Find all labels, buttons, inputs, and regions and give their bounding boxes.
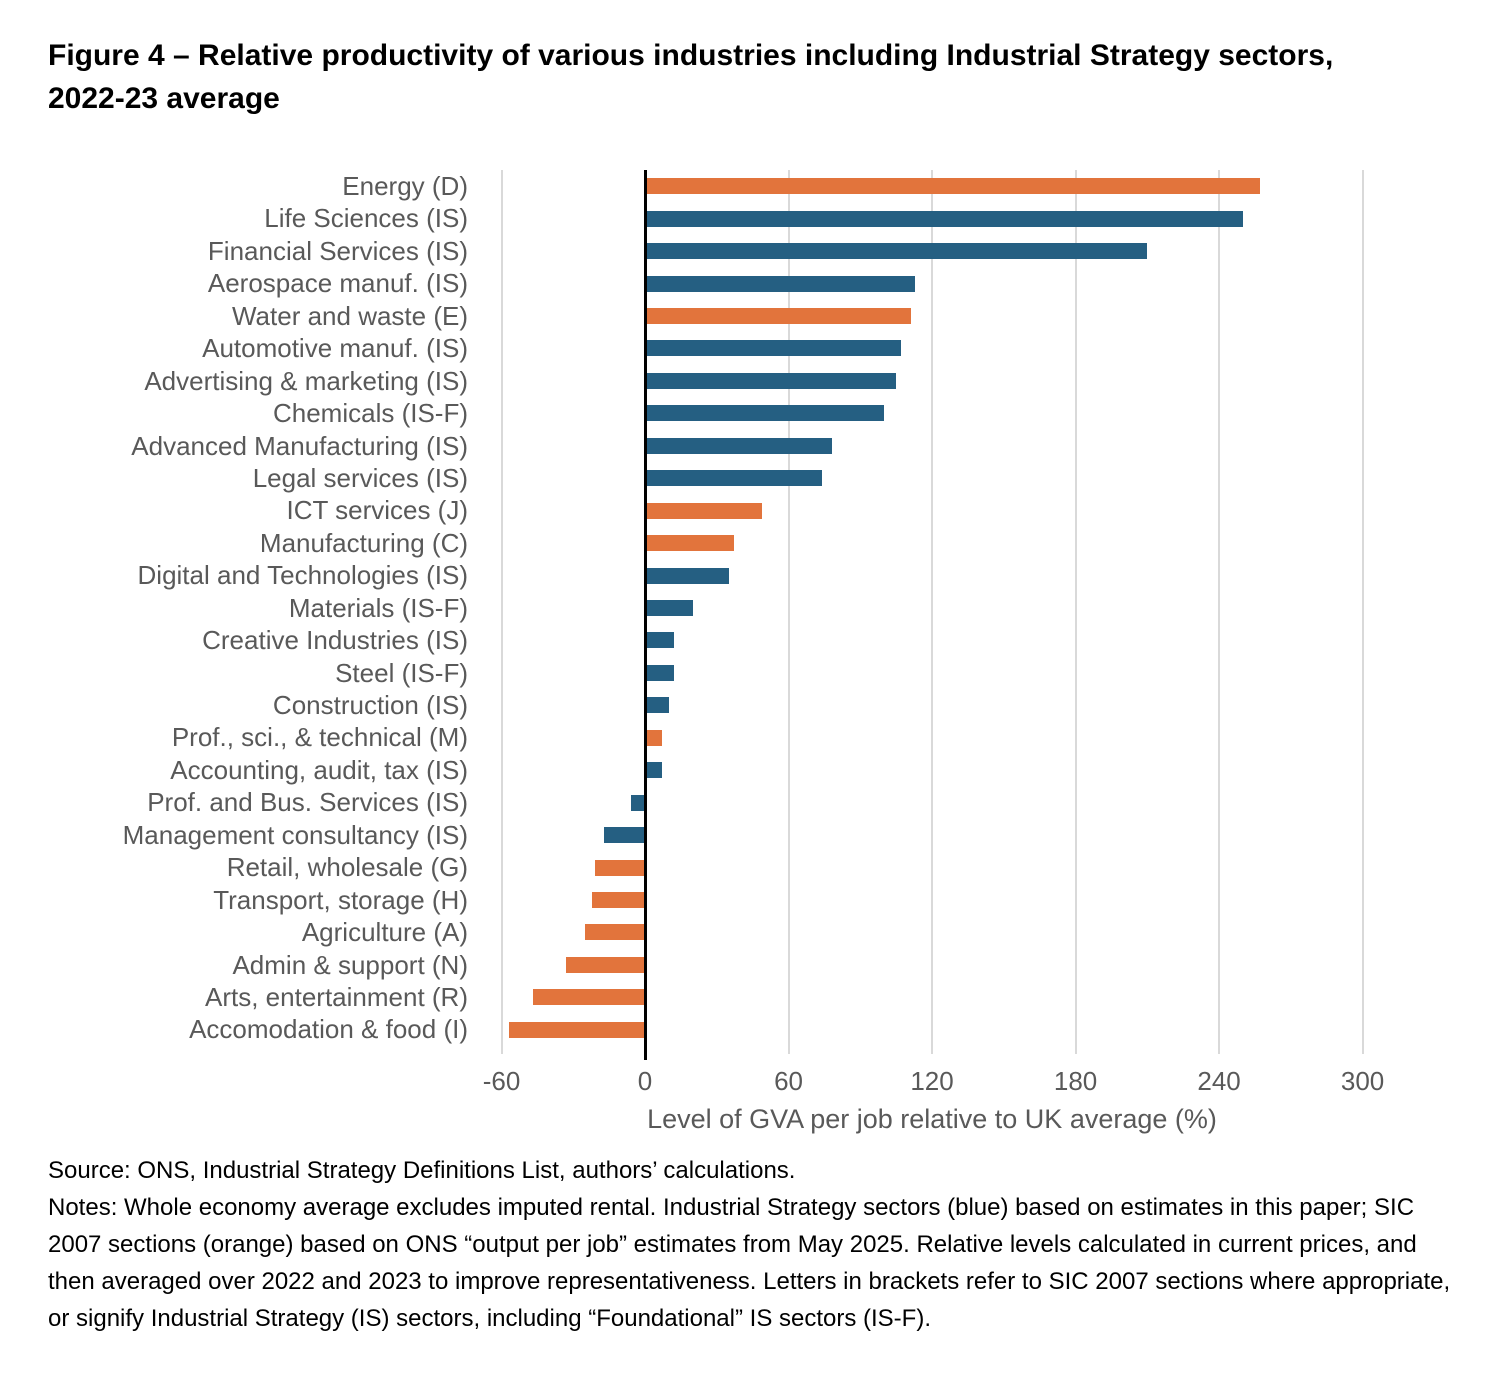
x-tick-label: 0 xyxy=(637,1066,653,1096)
category-label: Energy (D) xyxy=(342,171,468,201)
footer-notes: Source: ONS, Industrial Strategy Definit… xyxy=(48,1152,1462,1337)
category-label: Advertising & marketing (IS) xyxy=(144,365,468,396)
bar xyxy=(645,275,916,292)
bar xyxy=(594,859,646,876)
bar xyxy=(630,794,646,811)
bar xyxy=(645,340,901,357)
category-label: Aerospace manuf. (IS) xyxy=(207,268,468,299)
notes-text: Notes: Whole economy average excludes im… xyxy=(48,1194,1451,1332)
bar xyxy=(645,437,832,454)
bar xyxy=(645,372,897,389)
category-label: ICT services (J) xyxy=(286,495,468,526)
bar xyxy=(645,502,763,519)
gridline xyxy=(1074,170,1077,1054)
category-label: Materials (IS-F) xyxy=(288,592,468,623)
x-tick-label: 120 xyxy=(910,1066,954,1096)
bar-chart: Energy (D) Life Sciences (IS) Financial Se… xyxy=(48,170,1448,1134)
category-label: Automotive manuf. (IS) xyxy=(202,333,468,364)
category-label: Advanced Manufacturing (IS) xyxy=(131,430,468,461)
gridline xyxy=(1218,170,1221,1054)
category-label: Construction (IS) xyxy=(272,690,468,720)
bar xyxy=(645,210,1243,227)
bar xyxy=(645,470,823,487)
figure-title: Figure 4 – Relative productivity of vari… xyxy=(48,39,1334,115)
category-label: Transport, storage (H) xyxy=(213,884,468,915)
category-label: Retail, wholesale (G) xyxy=(226,852,468,883)
bar xyxy=(585,924,646,941)
category-label: Digital and Technologies (IS) xyxy=(137,560,468,591)
category-label: Accounting, audit, tax (IS) xyxy=(170,754,468,785)
category-label: Creative Industries (IS) xyxy=(202,625,468,656)
bar xyxy=(604,827,646,844)
x-tick-label: 180 xyxy=(1053,1066,1098,1096)
zero-axis-line xyxy=(644,170,647,1060)
source-text: Source: ONS, Industrial Strategy Definit… xyxy=(48,1157,796,1184)
category-label: Legal services (IS) xyxy=(252,462,468,493)
gridline xyxy=(931,170,934,1054)
x-axis-title: Level of GVA per job relative to UK aver… xyxy=(647,1104,1217,1134)
category-label: Agriculture (A) xyxy=(301,917,468,948)
category-label: Prof., sci., & technical (M) xyxy=(171,722,468,753)
bar xyxy=(645,405,885,422)
category-label: Prof. and Bus. Services (IS) xyxy=(147,787,468,818)
bar xyxy=(645,762,662,779)
category-label: Financial Services (IS) xyxy=(207,235,468,266)
category-label: Accomodation & food (I) xyxy=(189,1014,468,1045)
category-label: Water and waste (E) xyxy=(231,300,468,331)
bar xyxy=(532,989,646,1006)
bar xyxy=(645,600,693,616)
bar xyxy=(566,956,646,973)
category-label: Manufacturing (C) xyxy=(259,527,468,558)
bar xyxy=(645,729,662,746)
bar xyxy=(645,178,1260,195)
bar xyxy=(592,892,646,908)
bar xyxy=(645,535,734,552)
x-tick-label: 240 xyxy=(1197,1066,1241,1096)
plot-area: Level of GVA per job relative to UK aver… xyxy=(480,170,1420,1134)
category-label: Arts, entertainment (R) xyxy=(205,981,468,1012)
bar xyxy=(645,567,729,584)
bar xyxy=(645,697,669,714)
category-label: Management consultancy (IS) xyxy=(122,819,468,850)
category-label: Life Sciences (IS) xyxy=(264,203,468,234)
x-tick-label: -60 xyxy=(482,1066,521,1096)
bar xyxy=(508,1021,646,1038)
gridline xyxy=(1361,170,1364,1054)
gridline xyxy=(787,170,790,1054)
gridline xyxy=(500,170,503,1054)
category-label: Chemicals (IS-F) xyxy=(272,398,468,429)
bar xyxy=(645,632,674,649)
category-label: Steel (IS-F) xyxy=(335,657,468,688)
bar xyxy=(645,243,1148,260)
x-tick-label: 60 xyxy=(774,1066,803,1096)
category-labels-column: Energy (D) Life Sciences (IS) Financial Se… xyxy=(48,170,468,1046)
x-tick-label: 300 xyxy=(1340,1066,1385,1096)
bar xyxy=(645,308,911,324)
bar xyxy=(645,664,674,681)
category-label: Admin & support (N) xyxy=(232,949,468,980)
